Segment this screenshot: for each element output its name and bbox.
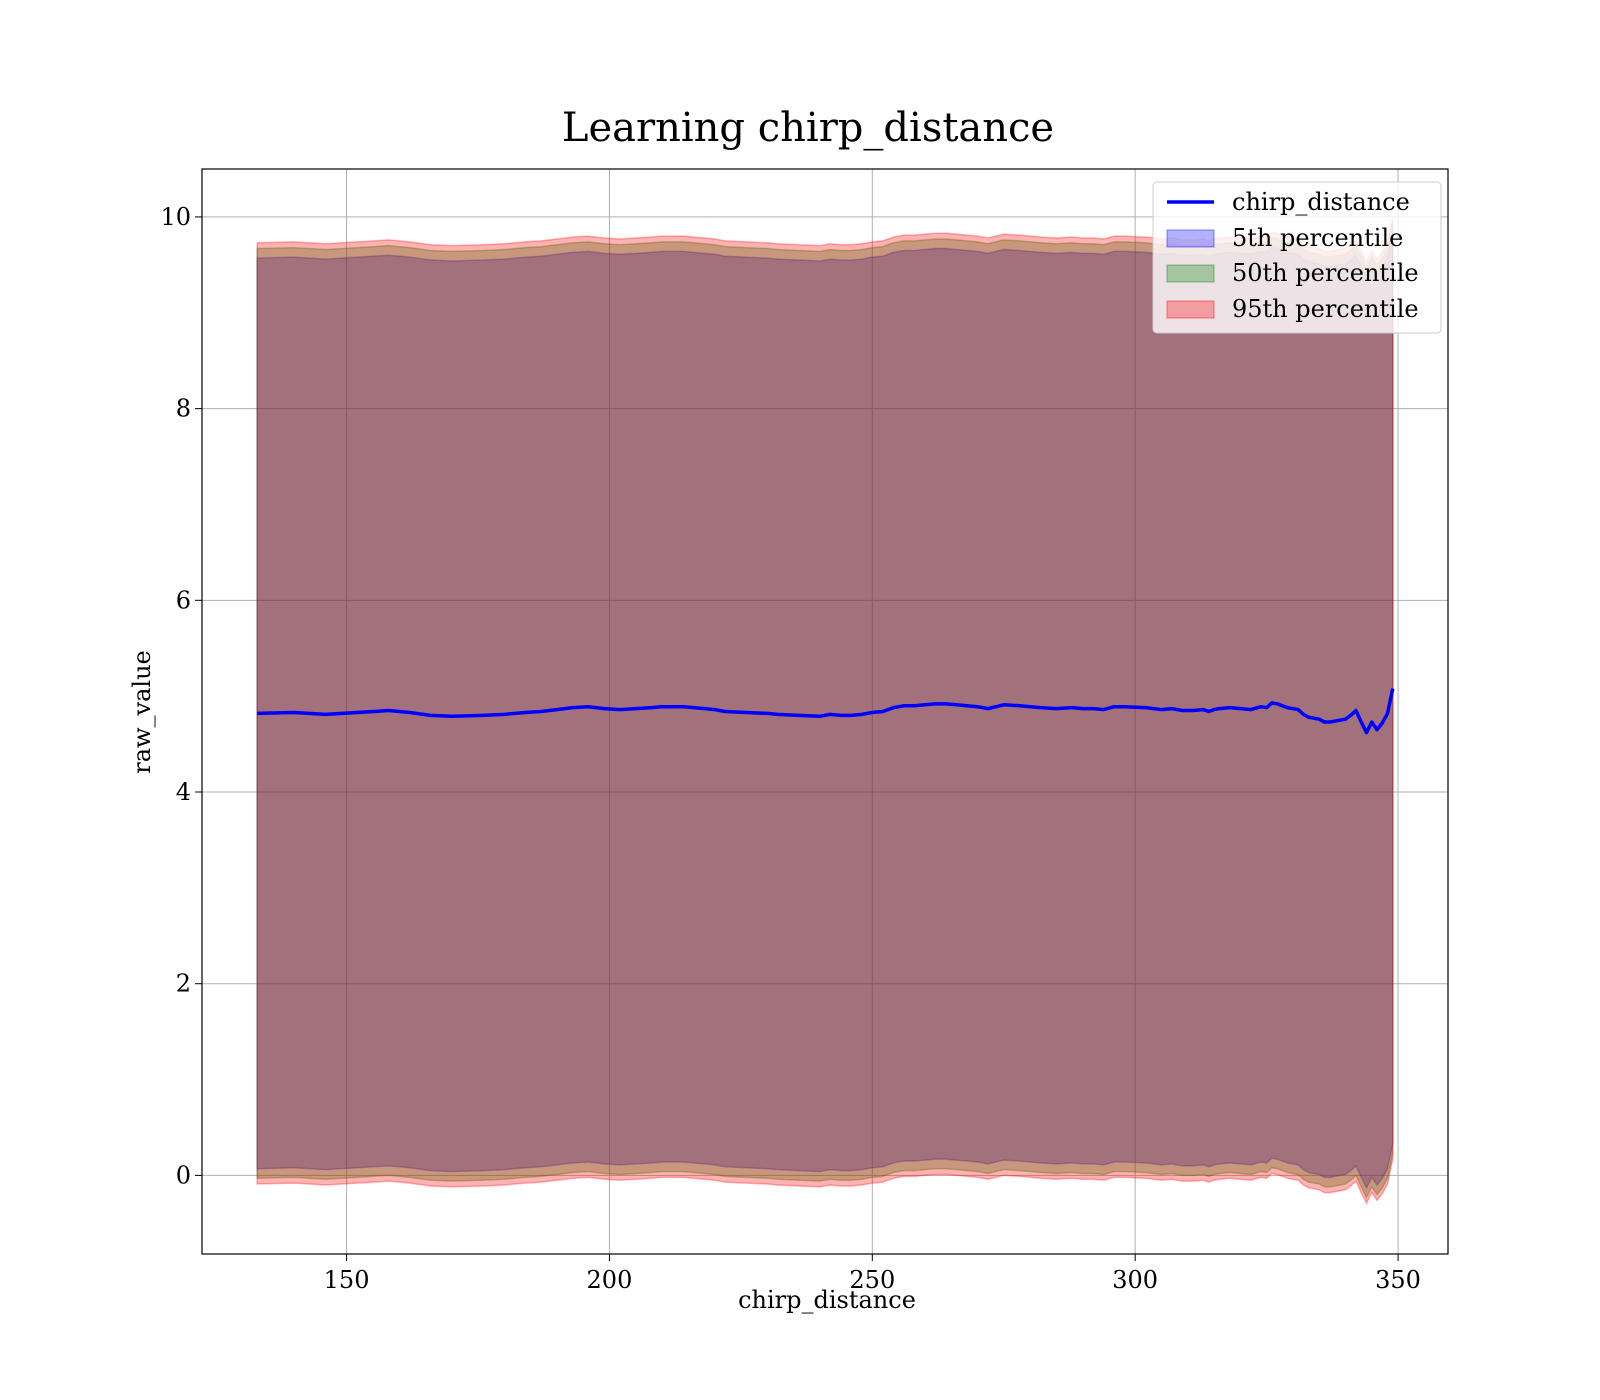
y-tick-label: 6 [176, 586, 191, 614]
x-tick-label: 200 [587, 1266, 633, 1294]
line-chirp-distance [257, 688, 1395, 735]
x-axis-label: chirp_distance [738, 1286, 916, 1314]
y-tick-label: 2 [176, 970, 191, 998]
legend-label-95th-percentile: 95th percentile [1232, 295, 1419, 323]
plot-area [201, 168, 1449, 1255]
band-95th-percentile [256, 217, 1394, 1205]
y-tick-label: 4 [176, 778, 191, 806]
legend-swatch-50th-percentile [1166, 264, 1215, 283]
x-tick-label: 300 [1112, 1266, 1158, 1294]
y-axis-label: raw_value [128, 650, 156, 774]
y-tick-label: 8 [176, 395, 191, 423]
legend-swatch-5th-percentile [1166, 229, 1215, 248]
legend-swatch-95th-percentile [1166, 300, 1215, 319]
legend-box [1152, 181, 1442, 334]
band-5th-percentile [256, 233, 1394, 1190]
plot-frame [201, 168, 1449, 1255]
y-axis-ticks: 0 2 4 6 8 10 [160, 203, 202, 1189]
chart-title: Learning chirp_distance [562, 105, 1054, 151]
x-tick-label: 350 [1375, 1266, 1421, 1294]
legend-entries: chirp_distance 5th percentile 50th percent… [1166, 188, 1419, 323]
legend-label-50th-percentile: 50th percentile [1232, 259, 1419, 287]
series-lines [257, 688, 1395, 735]
x-tick-label: 250 [849, 1266, 895, 1294]
y-tick-label: 10 [160, 203, 191, 231]
legend-label-chirp-distance: chirp_distance [1232, 188, 1410, 216]
legend-label-5th-percentile: 5th percentile [1232, 224, 1403, 252]
band-50th-percentile [256, 223, 1394, 1200]
legend: chirp_distance 5th percentile 50th percent… [1152, 181, 1442, 334]
x-tick-label: 150 [324, 1266, 370, 1294]
x-axis-ticks: 150 200 250 300 350 [324, 1254, 1421, 1294]
y-tick-label: 0 [176, 1161, 191, 1189]
percentile-bands [256, 217, 1394, 1205]
